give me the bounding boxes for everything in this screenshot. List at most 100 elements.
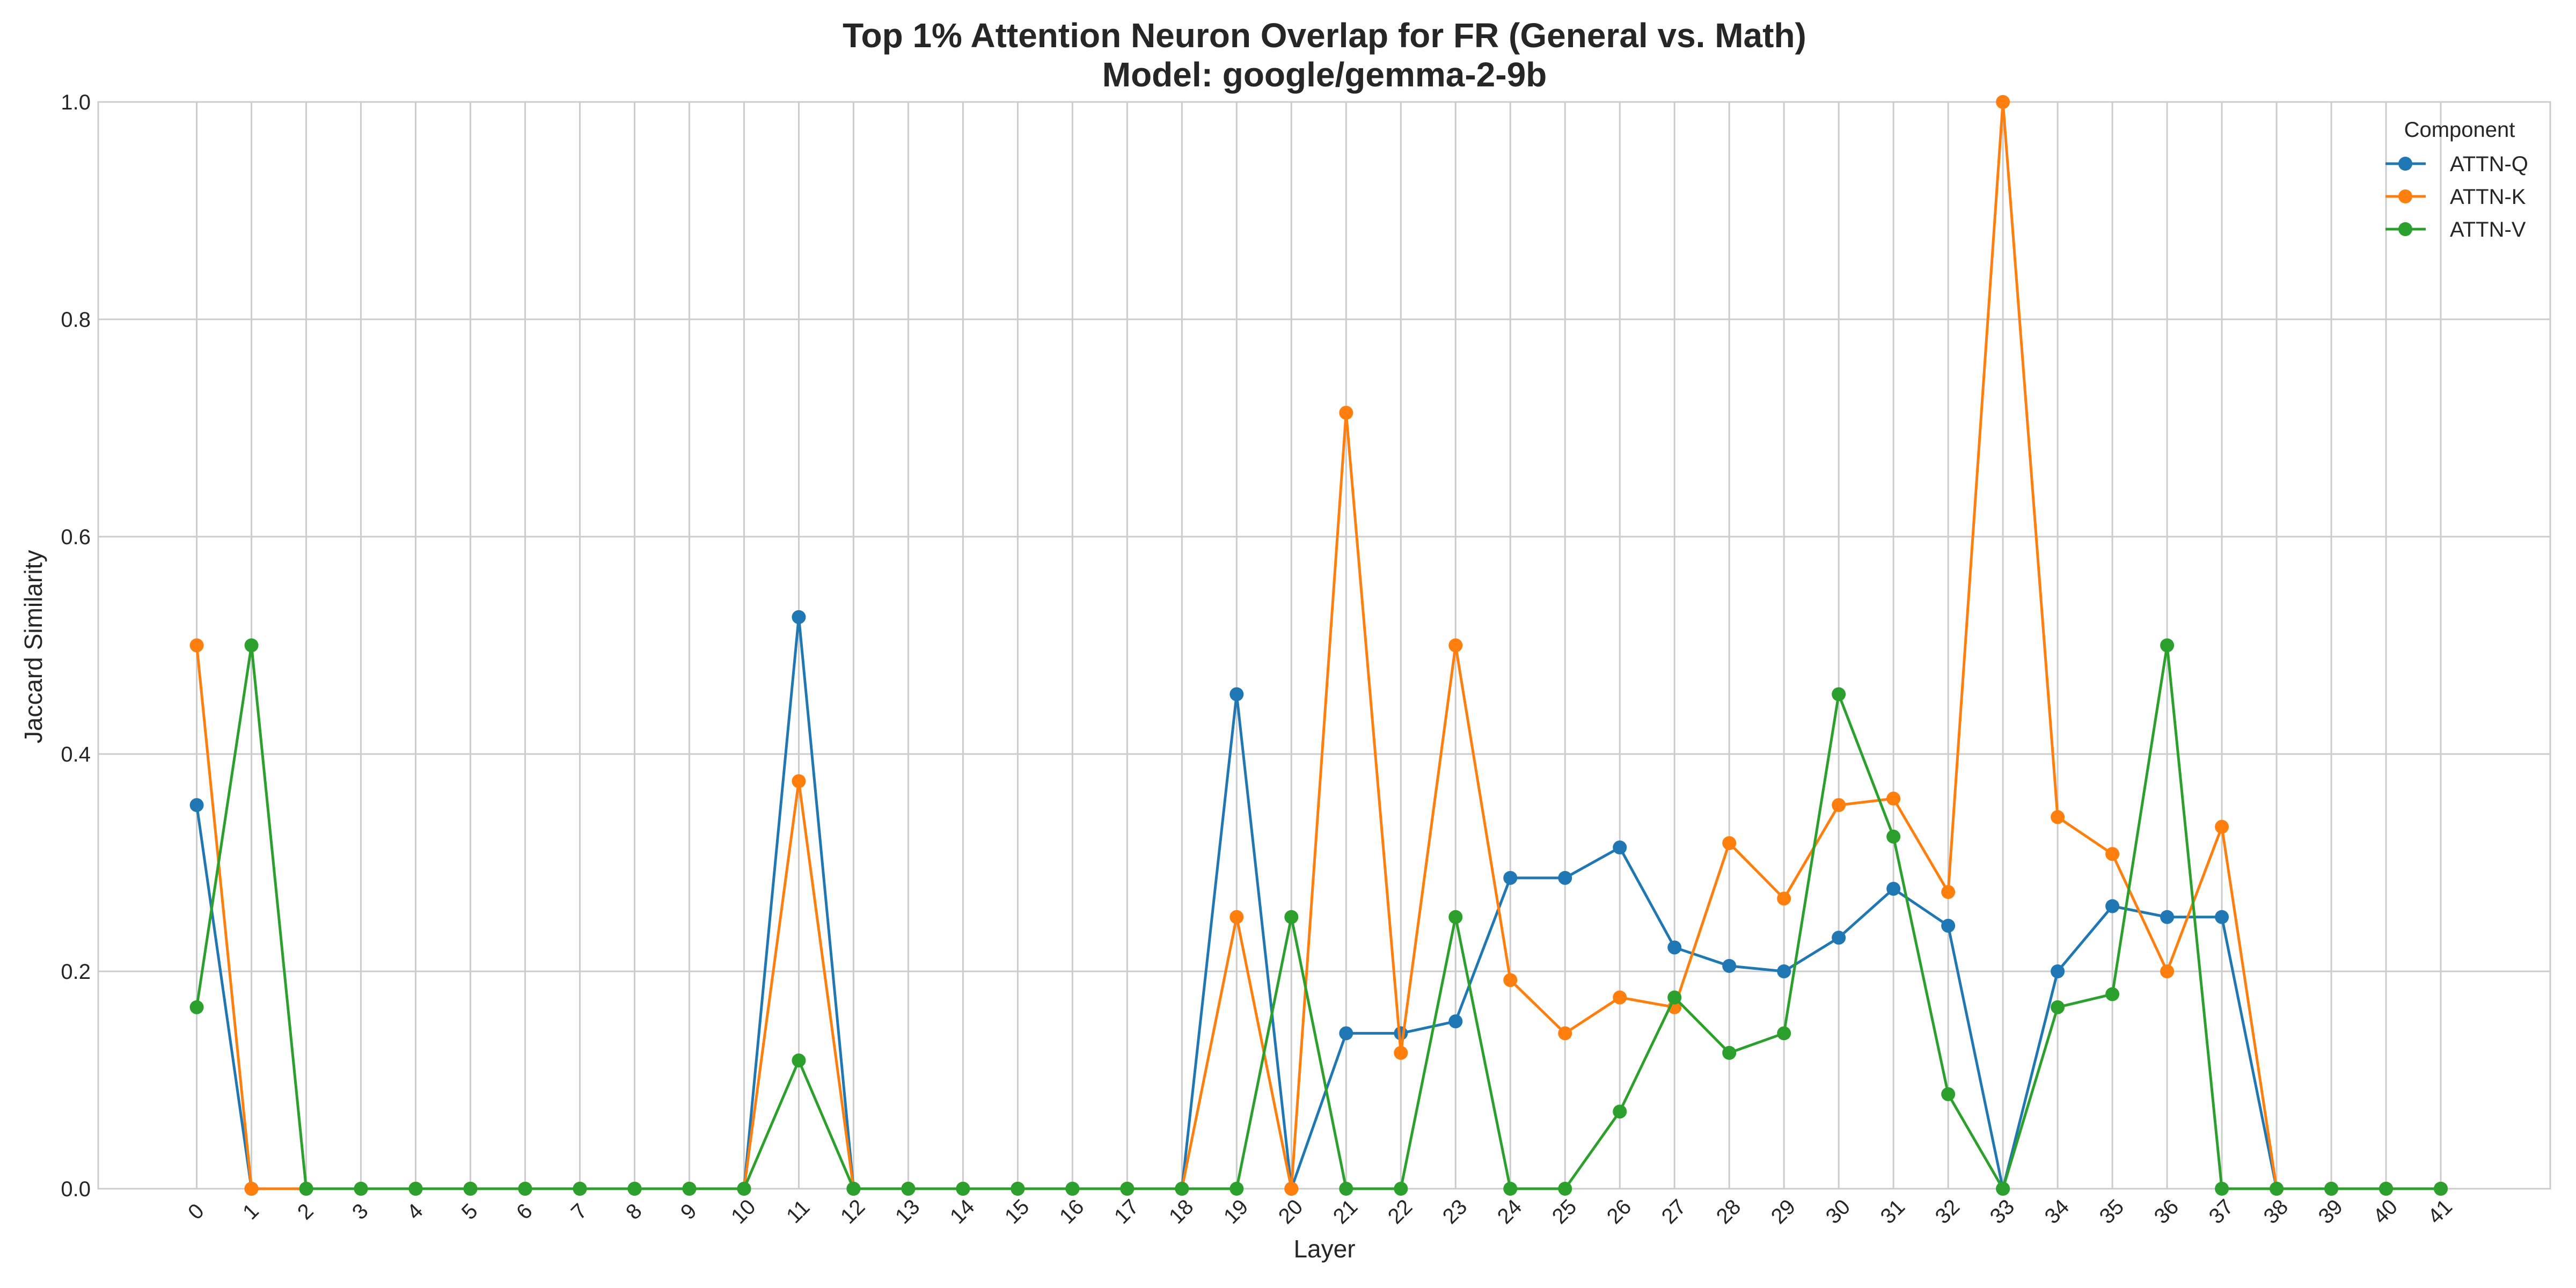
data-point — [1777, 891, 1791, 906]
data-point — [2215, 1182, 2229, 1196]
data-point — [2105, 847, 2120, 861]
legend-item: ATTN-Q — [2385, 152, 2528, 176]
data-point — [1941, 918, 1956, 933]
legend-item: ATTN-K — [2385, 185, 2526, 209]
data-point — [2160, 910, 2175, 924]
data-point — [1996, 1182, 2010, 1196]
data-point — [518, 1182, 532, 1196]
data-point — [1832, 798, 1846, 813]
data-point — [573, 1182, 587, 1196]
data-point — [2105, 899, 2120, 913]
data-point — [1339, 1026, 1353, 1041]
y-tick-label: 0.8 — [61, 308, 91, 332]
data-point — [2051, 964, 2065, 978]
data-point — [1722, 958, 1737, 973]
data-point — [956, 1182, 970, 1196]
data-point — [1886, 792, 1901, 806]
data-point — [1777, 964, 1791, 978]
data-point — [1558, 1182, 1572, 1196]
data-point — [2160, 964, 2175, 978]
data-point — [1613, 1104, 1627, 1119]
legend-item: ATTN-V — [2385, 218, 2526, 241]
x-axis-label: Layer — [1293, 1235, 1355, 1263]
data-point — [1722, 1045, 1737, 1060]
data-point — [1448, 910, 1463, 924]
data-point — [901, 1182, 916, 1196]
data-point — [1886, 829, 1901, 844]
data-point — [189, 1000, 204, 1014]
chart-title: Top 1% Attention Neuron Overlap for FR (… — [843, 16, 1806, 55]
data-point — [2105, 987, 2120, 1001]
data-point — [1120, 1182, 1135, 1196]
data-point — [1284, 1182, 1299, 1196]
data-point — [792, 610, 806, 624]
y-tick-label: 0.2 — [61, 960, 91, 984]
data-point — [846, 1182, 861, 1196]
data-point — [1448, 1014, 1463, 1029]
data-point — [1941, 885, 1956, 899]
data-point — [1230, 910, 1244, 924]
data-point — [1722, 836, 1737, 851]
data-point — [1230, 1182, 1244, 1196]
data-point — [1558, 870, 1572, 885]
data-point — [1613, 990, 1627, 1005]
series-line — [195, 644, 2441, 1190]
data-point — [2379, 1182, 2394, 1196]
data-point — [2215, 819, 2229, 834]
data-point — [2434, 1182, 2448, 1196]
plot-frame — [97, 101, 2551, 1190]
data-point — [244, 1182, 259, 1196]
data-point — [1011, 1182, 1025, 1196]
data-point — [792, 774, 806, 788]
legend-label: ATTN-K — [2450, 185, 2526, 209]
data-point — [1175, 1182, 1189, 1196]
legend-label: ATTN-V — [2450, 218, 2526, 241]
y-tick-label: 1.0 — [61, 91, 91, 114]
data-point — [189, 638, 204, 653]
legend-swatch-marker — [2398, 157, 2412, 171]
data-point — [1832, 687, 1846, 701]
data-point — [1284, 910, 1299, 924]
data-point — [1394, 1045, 1408, 1060]
data-point — [1832, 931, 1846, 945]
data-point — [1613, 840, 1627, 855]
y-axis-label: Jaccard Similarity — [19, 550, 47, 743]
data-point — [189, 798, 204, 813]
data-point — [1886, 882, 1901, 896]
data-point — [1996, 95, 2010, 109]
y-tick-label: 0.4 — [61, 743, 91, 766]
series-attn-v — [189, 638, 2448, 1196]
data-point — [1448, 638, 1463, 653]
data-point — [1503, 1182, 1518, 1196]
data-point — [2270, 1182, 2284, 1196]
data-point — [1941, 1087, 1956, 1101]
data-point — [2051, 810, 2065, 824]
data-point — [2160, 638, 2175, 653]
data-point — [299, 1182, 313, 1196]
data-point — [1394, 1182, 1408, 1196]
data-point — [1503, 870, 1518, 885]
data-point — [627, 1182, 642, 1196]
data-point — [1558, 1026, 1572, 1041]
legend: Component ATTN-Q ATTN-K ATTN-V — [2385, 118, 2528, 241]
data-point — [1339, 1182, 1353, 1196]
data-point — [2215, 910, 2229, 924]
data-point — [408, 1182, 423, 1196]
legend-swatch-marker — [2398, 189, 2412, 203]
data-point — [1503, 973, 1518, 987]
data-point — [1667, 990, 1682, 1005]
legend-swatch-marker — [2398, 222, 2412, 236]
legend-title: Component — [2404, 118, 2515, 142]
y-tick-label: 0.0 — [61, 1177, 91, 1201]
data-point — [682, 1182, 697, 1196]
chart-subtitle: Model: google/gemma-2-9b — [1102, 55, 1547, 94]
data-point — [2051, 1000, 2065, 1014]
data-point — [354, 1182, 368, 1196]
data-point — [1339, 406, 1353, 420]
data-point — [1230, 687, 1244, 701]
data-point — [1667, 940, 1682, 955]
legend-label: ATTN-Q — [2450, 152, 2528, 176]
data-point — [737, 1182, 751, 1196]
